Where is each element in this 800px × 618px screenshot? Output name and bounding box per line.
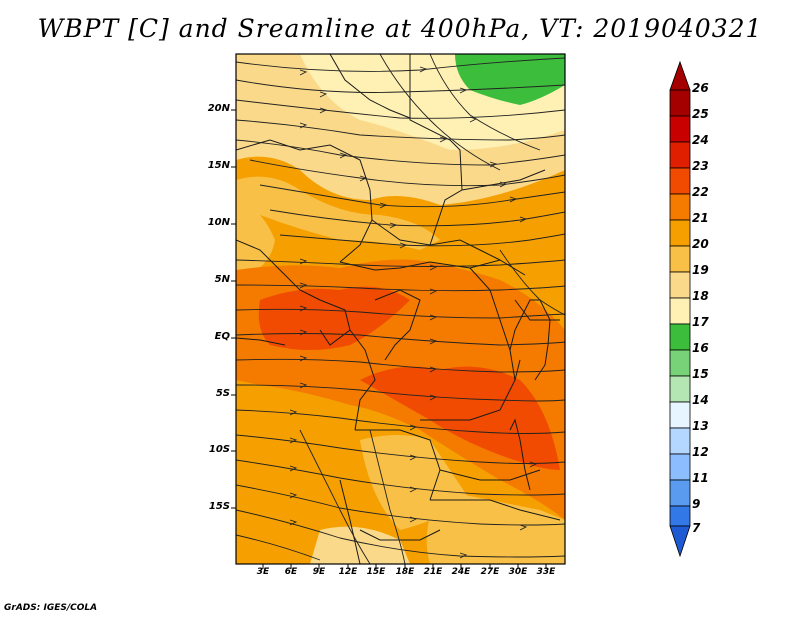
colorbar-label: 17 [692, 315, 709, 329]
colorbar-box [669, 193, 691, 221]
colorbar-top-arrow [669, 60, 691, 91]
colorbar-label: 22 [692, 185, 709, 199]
colorbar-label: 21 [692, 211, 709, 225]
colorbar-box [669, 245, 691, 273]
lat-label: 10S [208, 444, 230, 455]
colorbar-box [669, 479, 691, 507]
colorbar-label: 14 [692, 393, 709, 407]
colorbar-box [669, 375, 691, 403]
lat-label: 5S [215, 388, 230, 399]
colorbar-box [669, 89, 691, 117]
colorbar-box [669, 141, 691, 169]
chart-title: WBPT [C] and Sreamline at 400hPa, VT: 20… [37, 14, 763, 43]
lon-label: 18E [395, 567, 415, 577]
lat-label: 10N [207, 217, 230, 228]
colorbar-box [669, 297, 691, 325]
lat-label: EQ [214, 331, 230, 342]
lat-label: 15S [208, 501, 230, 512]
colorbar-bottom-arrow [669, 525, 691, 558]
colorbar-label: 18 [692, 289, 709, 303]
lon-label: 33E [536, 567, 556, 577]
lon-label: 15E [366, 567, 386, 577]
colorbar-label: 24 [692, 133, 709, 147]
colorbar-label: 11 [692, 471, 709, 485]
axis-ticks [231, 109, 547, 569]
streamline-arrows [289, 66, 538, 559]
lon-label: 12E [338, 567, 358, 577]
colorbar-box [669, 401, 691, 429]
colorbar-label: 9 [692, 497, 701, 511]
lon-label: 9E [312, 567, 326, 577]
lon-label: 21E [423, 567, 443, 577]
lat-label: 5N [214, 274, 230, 285]
colorbar-label: 13 [692, 419, 709, 433]
lat-label: 20N [207, 103, 230, 114]
colorbar-label: 19 [692, 263, 709, 277]
lon-label: 6E [284, 567, 298, 577]
colorbar-label: 25 [692, 107, 709, 121]
colorbar-label: 16 [692, 341, 709, 355]
lon-label: 24E [451, 567, 471, 577]
colorbar-label: 7 [692, 521, 701, 535]
colorbar-label: 12 [692, 445, 709, 459]
colorbar-box [669, 271, 691, 299]
wbpt-field [236, 54, 565, 564]
grads-credit: GrADS: IGES/COLA [4, 603, 98, 613]
colorbar-box [669, 349, 691, 377]
colorbar-box [669, 453, 691, 481]
colorbar [669, 60, 691, 558]
colorbar-box [669, 115, 691, 143]
colorbar-box [669, 505, 691, 527]
lon-label: 27E [480, 567, 500, 577]
streamlines [236, 54, 565, 564]
lat-label: 15N [207, 160, 230, 171]
lon-label: 3E [256, 567, 270, 577]
colorbar-box [669, 167, 691, 195]
colorbar-box [669, 219, 691, 247]
lon-label: 30E [508, 567, 528, 577]
colorbar-box [669, 427, 691, 455]
colorbar-box [669, 323, 691, 351]
colorbar-label: 20 [692, 237, 709, 251]
colorbar-label: 15 [692, 367, 709, 381]
map-frame [235, 53, 566, 565]
colorbar-label: 23 [692, 159, 709, 173]
colorbar-label: 26 [692, 81, 709, 95]
